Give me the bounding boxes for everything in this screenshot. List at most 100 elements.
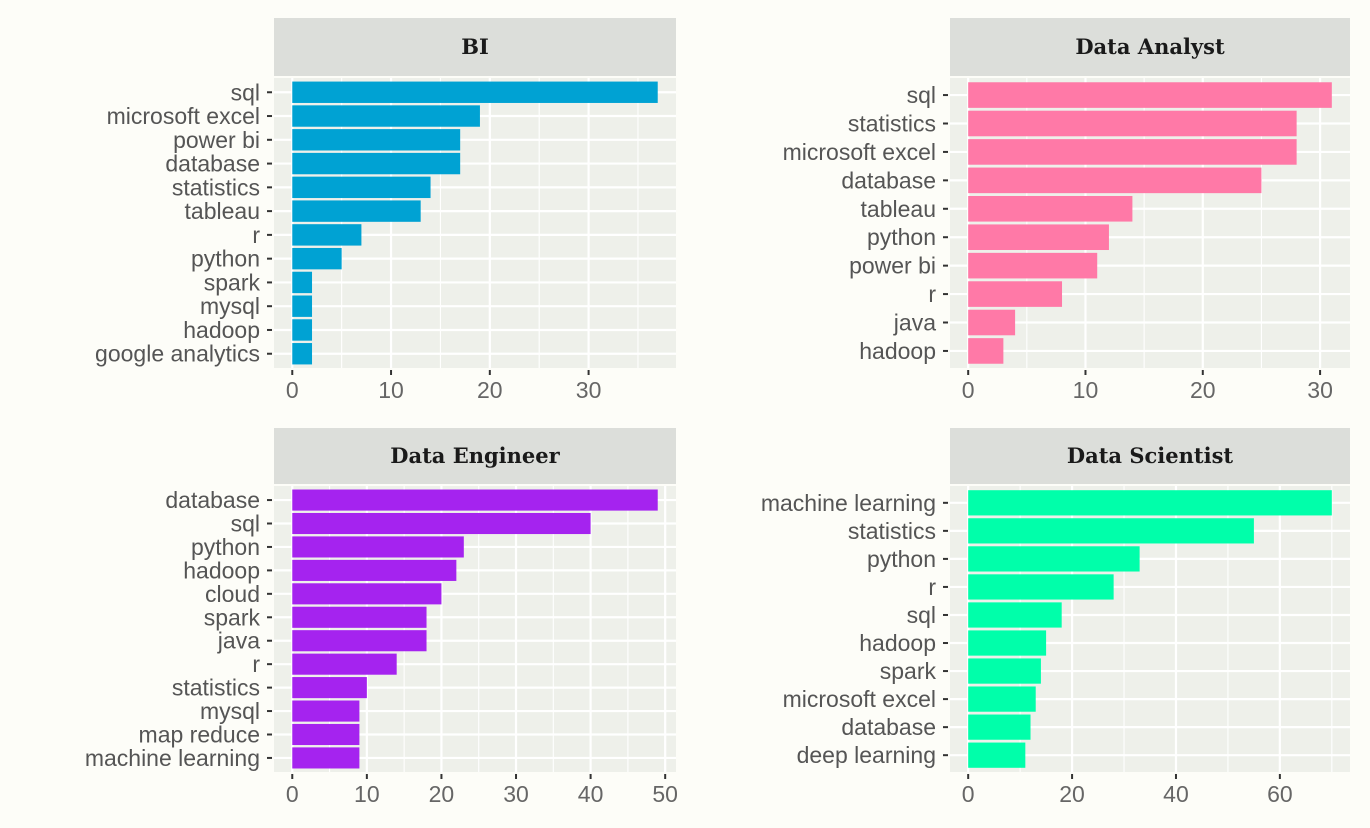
bar [968, 742, 1026, 768]
bar [292, 295, 313, 317]
category-label: cloud [205, 581, 260, 607]
bar [968, 167, 1262, 194]
bar [292, 319, 313, 341]
bar [968, 82, 1332, 108]
x-tick-label: 50 [652, 781, 678, 807]
facet-strip [950, 18, 1350, 76]
category-label: mysql [200, 698, 260, 724]
x-tick-label: 40 [1163, 781, 1189, 807]
bar [292, 747, 360, 769]
x-tick-label: 20 [1059, 781, 1085, 807]
x-tick-label: 0 [286, 781, 299, 807]
category-label: r [252, 651, 260, 677]
x-tick-label: 60 [1267, 781, 1293, 807]
category-label: statistics [172, 174, 260, 200]
bar [968, 630, 1047, 656]
category-label: r [252, 222, 260, 248]
bar [292, 271, 313, 294]
bar [968, 490, 1332, 516]
category-label: database [841, 167, 936, 193]
x-tick-label: 0 [286, 377, 299, 403]
x-tick-label: 0 [962, 377, 975, 403]
category-label: microsoft excel [783, 686, 936, 712]
bar [292, 81, 658, 103]
x-tick-label: 10 [354, 781, 380, 807]
category-label: database [841, 714, 936, 740]
category-label: google analytics [95, 341, 260, 367]
bar [292, 653, 397, 675]
category-label: java [893, 310, 936, 336]
bar [292, 200, 421, 222]
panel-data-scientist: Data Scientist machine learningstatistics… [761, 428, 1350, 807]
category-label: statistics [848, 110, 936, 136]
category-label: mysql [200, 293, 260, 319]
category-label: python [191, 534, 260, 560]
bar [968, 195, 1133, 222]
bar [968, 252, 1098, 279]
category-label: machine learning [761, 490, 936, 516]
facet-title: Data Analyst [1075, 34, 1225, 59]
facet-strip [274, 18, 676, 76]
category-label: statistics [172, 675, 260, 701]
x-tick-label: 10 [378, 377, 404, 403]
bar [968, 602, 1062, 628]
category-label: power bi [849, 253, 936, 279]
x-tick-label: 0 [962, 781, 975, 807]
panel-data-engineer: Data Engineer databasesqlpythonhadoopclou… [85, 428, 678, 807]
x-tick-label: 30 [1307, 377, 1333, 403]
bar [968, 281, 1063, 307]
category-label: tableau [861, 196, 936, 222]
bar [292, 247, 342, 270]
facet-title: Data Scientist [1067, 443, 1233, 468]
bar [968, 658, 1041, 684]
bar [292, 583, 442, 605]
category-label: sql [907, 82, 936, 108]
bar [292, 536, 464, 558]
bar [292, 152, 461, 175]
bar [292, 559, 457, 581]
category-label: python [867, 224, 936, 250]
category-label: spark [880, 658, 937, 684]
category-label: database [165, 151, 260, 177]
x-tick-label: 40 [578, 781, 604, 807]
bar [292, 723, 360, 746]
bar [968, 338, 1004, 364]
bar [292, 606, 427, 628]
facet-strip [950, 428, 1350, 484]
category-label: statistics [848, 518, 936, 544]
category-label: machine learning [85, 745, 260, 771]
bar [292, 700, 360, 722]
x-tick-label: 20 [429, 781, 455, 807]
category-label: tableau [185, 198, 260, 224]
bar [968, 224, 1109, 251]
bar [292, 630, 427, 652]
category-label: java [217, 628, 260, 654]
category-label: map reduce [139, 721, 260, 747]
bar [968, 574, 1114, 600]
facet-strip [274, 428, 676, 484]
category-label: hadoop [859, 630, 936, 656]
category-label: sql [231, 511, 260, 537]
x-tick-label: 10 [1073, 377, 1099, 403]
bar [968, 309, 1016, 336]
category-label: hadoop [183, 317, 260, 343]
category-label: microsoft excel [107, 103, 260, 129]
category-label: deep learning [797, 742, 936, 768]
category-label: r [928, 574, 936, 600]
x-tick-label: 20 [1190, 377, 1216, 403]
bar [968, 546, 1140, 572]
bar [292, 489, 658, 511]
facet-title: Data Engineer [390, 443, 560, 468]
category-label: hadoop [859, 338, 936, 364]
bar [292, 677, 367, 699]
category-label: spark [204, 269, 261, 295]
bar [968, 686, 1036, 712]
bar [968, 139, 1297, 165]
category-label: sql [907, 602, 936, 628]
category-label: spark [204, 604, 261, 630]
category-label: microsoft excel [783, 139, 936, 165]
facet-title: BI [461, 34, 489, 59]
